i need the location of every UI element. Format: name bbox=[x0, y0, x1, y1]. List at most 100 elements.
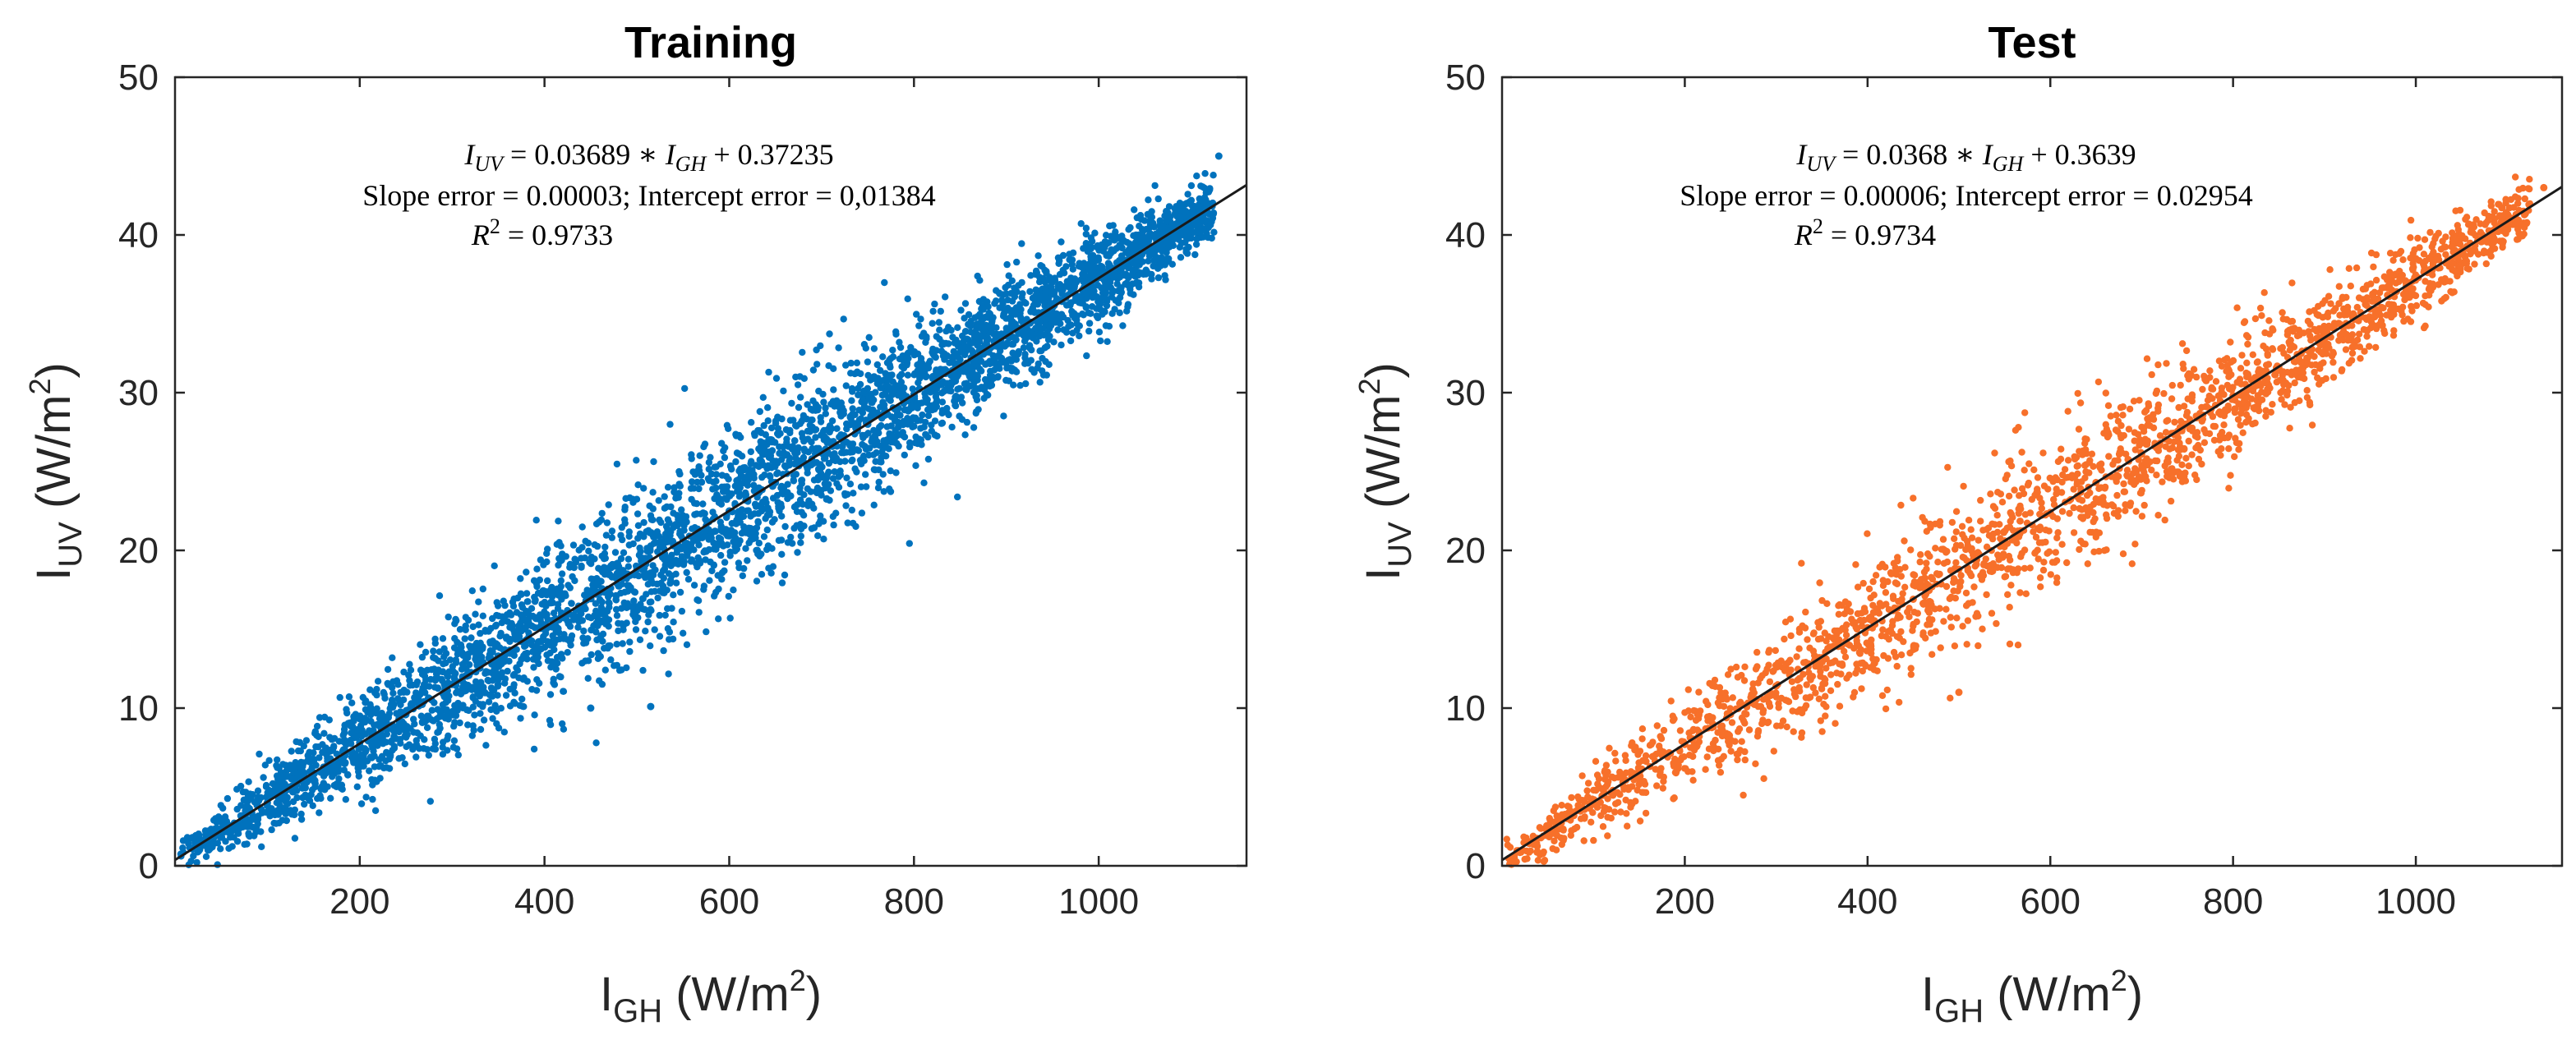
scatter-point bbox=[698, 478, 706, 486]
scatter-point bbox=[826, 438, 834, 445]
scatter-point bbox=[938, 341, 946, 348]
scatter-point bbox=[279, 817, 286, 824]
scatter-point bbox=[320, 713, 329, 721]
scatter-point bbox=[625, 541, 633, 549]
scatter-point bbox=[978, 384, 985, 391]
scatter-point bbox=[1893, 662, 1901, 670]
scatter-point bbox=[774, 413, 781, 421]
scatter-point bbox=[938, 409, 946, 417]
scatter-point bbox=[511, 689, 518, 697]
y-tick-label: 50 bbox=[118, 58, 159, 98]
scatter-point bbox=[1012, 311, 1020, 318]
scatter-point bbox=[1013, 258, 1021, 266]
scatter-point bbox=[1007, 320, 1016, 329]
scatter-point bbox=[654, 594, 661, 602]
scatter-point bbox=[612, 605, 620, 614]
x-tick-label: 800 bbox=[884, 881, 944, 922]
scatter-point bbox=[567, 636, 575, 643]
scatter-point bbox=[970, 334, 979, 341]
scatter-point bbox=[1864, 530, 1871, 537]
scatter-point bbox=[634, 522, 643, 529]
scatter-point bbox=[846, 449, 854, 456]
scatter-point bbox=[613, 460, 621, 468]
scatter-point bbox=[792, 471, 800, 478]
scatter-point bbox=[1977, 496, 1984, 504]
scatter-point bbox=[1942, 605, 1950, 613]
scatter-point bbox=[475, 598, 482, 605]
scatter-point bbox=[268, 826, 275, 834]
scatter-point bbox=[584, 674, 592, 682]
scatter-point bbox=[661, 504, 669, 512]
scatter-point bbox=[961, 351, 969, 359]
scatter-point bbox=[1993, 619, 2000, 628]
equation-rhs-sub: GH bbox=[675, 152, 707, 176]
scatter-point bbox=[1050, 338, 1058, 346]
scatter-point bbox=[210, 841, 217, 849]
scatter-point bbox=[712, 527, 719, 535]
scatter-point bbox=[899, 352, 906, 360]
scatter-point bbox=[929, 307, 937, 315]
scatter-point bbox=[217, 845, 224, 853]
scatter-point bbox=[981, 333, 988, 340]
scatter-point bbox=[491, 622, 500, 630]
y-tick-label: 0 bbox=[139, 846, 159, 886]
scatter-point bbox=[1702, 766, 1709, 773]
scatter-point bbox=[2316, 380, 2323, 388]
scatter-point bbox=[712, 471, 720, 478]
scatter-point bbox=[957, 393, 965, 401]
scatter-point bbox=[896, 343, 905, 352]
scatter-point bbox=[479, 701, 486, 708]
scatter-point bbox=[791, 449, 799, 457]
scatter-point bbox=[1002, 376, 1010, 384]
scatter-point bbox=[411, 694, 418, 702]
scatter-point bbox=[536, 576, 543, 584]
scatter-point bbox=[2372, 251, 2380, 259]
scatter-point bbox=[1846, 671, 1853, 679]
scatter-point bbox=[1085, 327, 1093, 335]
scatter-point bbox=[901, 418, 908, 426]
scatter-point bbox=[598, 598, 606, 606]
scatter-point bbox=[722, 530, 730, 537]
scatter-point bbox=[942, 366, 949, 373]
scatter-point bbox=[759, 393, 767, 401]
scatter-point bbox=[835, 344, 842, 352]
scatter-point bbox=[340, 738, 348, 746]
scatter-point bbox=[315, 743, 322, 751]
scatter-point bbox=[888, 391, 896, 398]
scatter-point bbox=[831, 468, 838, 476]
scatter-point bbox=[1948, 518, 1956, 527]
scatter-point bbox=[454, 706, 461, 715]
scatter-point bbox=[798, 430, 806, 437]
scatter-point bbox=[520, 652, 528, 660]
scatter-point bbox=[601, 554, 609, 562]
scatter-point bbox=[2001, 573, 2008, 581]
scatter-point bbox=[453, 745, 461, 752]
scatter-point bbox=[434, 684, 441, 692]
scatter-point bbox=[942, 293, 949, 301]
scatter-point bbox=[1119, 322, 1127, 329]
scatter-point bbox=[767, 569, 775, 577]
scatter-point bbox=[2120, 480, 2127, 488]
scatter-point bbox=[961, 343, 968, 351]
scatter-point bbox=[469, 694, 477, 702]
scatter-point bbox=[588, 554, 596, 561]
scatter-point bbox=[445, 697, 452, 704]
scatter-point bbox=[196, 831, 203, 839]
scatter-point bbox=[518, 695, 526, 703]
scatter-point bbox=[2005, 492, 2013, 500]
scatter-point bbox=[476, 648, 484, 656]
scatter-point bbox=[995, 352, 1003, 360]
scatter-point bbox=[764, 417, 772, 425]
scatter-point bbox=[1729, 694, 1736, 702]
scatter-point bbox=[1082, 224, 1090, 232]
scatter-point bbox=[1111, 306, 1118, 313]
scatter-point bbox=[694, 597, 703, 605]
scatter-point bbox=[630, 588, 638, 596]
scatter-point bbox=[1192, 241, 1200, 248]
scatter-point bbox=[738, 453, 746, 460]
scatter-point bbox=[816, 466, 824, 474]
scatter-point bbox=[797, 539, 804, 546]
scatter-point bbox=[1208, 216, 1215, 224]
scatter-point bbox=[755, 540, 763, 547]
scatter-point bbox=[439, 701, 447, 709]
